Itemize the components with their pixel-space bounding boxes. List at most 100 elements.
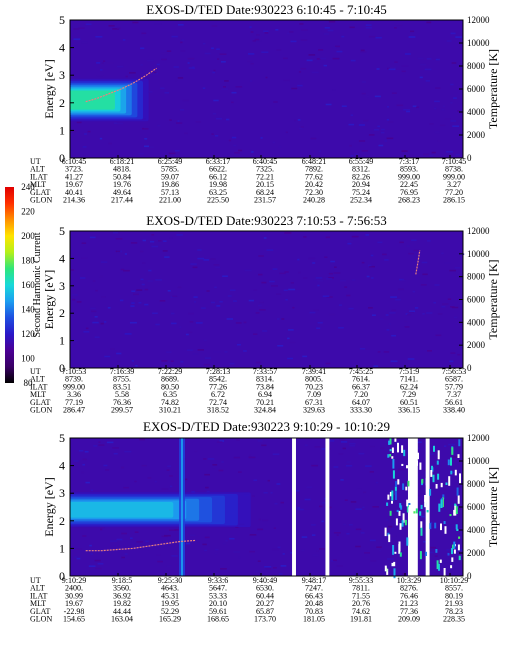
heatmap-cell — [368, 35, 376, 38]
heatmap-cell — [340, 279, 346, 282]
heatmap-speckle — [448, 476, 451, 486]
heatmap-speckle — [419, 551, 422, 560]
heatmap-speckle — [429, 523, 432, 530]
heatmap-cell — [303, 236, 307, 238]
heatmap-cell — [351, 235, 359, 238]
heatmap-cell — [90, 489, 94, 492]
y-tick-label-left: 5 — [59, 431, 65, 445]
heatmap-cell — [370, 560, 377, 562]
heatmap-cell — [81, 471, 85, 474]
heatmap-cell — [157, 124, 161, 127]
heatmap-cell — [265, 567, 271, 570]
heatmap-cell — [142, 127, 149, 130]
heatmap-cell — [84, 133, 87, 135]
heatmap-speckle — [451, 447, 454, 455]
heatmap-speckle — [440, 499, 443, 508]
heatmap-cell — [130, 242, 138, 244]
heatmap-cell — [192, 266, 198, 269]
heatmap-cell — [213, 99, 219, 102]
orbit-table-cell: 228.35 — [443, 615, 465, 624]
heatmap-speckle — [439, 559, 442, 563]
orbit-table-cell: 36.92 — [113, 591, 131, 600]
orbit-table-cell: 8542. — [209, 375, 227, 384]
heatmap-cell — [378, 144, 384, 147]
heatmap-cell — [116, 538, 123, 541]
heatmap-cell — [326, 296, 333, 298]
orbit-table-cell: 154.65 — [63, 615, 85, 624]
heatmap-speckle — [392, 459, 395, 469]
heatmap-cell — [203, 259, 210, 261]
heatmap-speckle — [421, 478, 424, 484]
heatmap-cell — [340, 441, 348, 443]
heatmap-cell — [280, 501, 284, 504]
heatmap-cell — [164, 256, 170, 258]
orbit-table-cell: 217.44 — [111, 196, 133, 205]
heatmap-cell — [197, 349, 204, 351]
heatmap-cell — [306, 59, 313, 62]
heatmap-cell — [399, 278, 404, 281]
colorbar-tick-label: 100 — [21, 354, 35, 364]
heatmap-cell — [136, 289, 143, 291]
heatmap-cell — [213, 69, 216, 72]
heatmap-cell — [454, 267, 461, 269]
heatmap-cell — [402, 279, 406, 282]
heatmap-cell — [294, 490, 300, 492]
heatmap-cell — [215, 117, 223, 120]
heatmap-cell — [192, 67, 195, 70]
data-gap — [325, 438, 330, 576]
heatmap-cell — [263, 30, 269, 32]
orbit-table-cell: 70.21 — [256, 398, 274, 407]
orbit-table-cell: 7.29 — [402, 390, 416, 399]
orbit-row-label: GLON — [30, 196, 52, 205]
y-tick-label-left: 5 — [59, 224, 65, 238]
heatmap-cell — [274, 502, 278, 505]
orbit-table-cell: 76.36 — [113, 398, 131, 407]
heatmap-speckle — [393, 561, 396, 567]
orbit-table-cell: 8755. — [113, 375, 131, 384]
orbit-table-cell: 77.62 — [305, 172, 323, 181]
y-axis-label-left: Energy [eV] — [42, 270, 56, 329]
heatmap-cell — [186, 349, 193, 351]
heatmap-cell — [248, 149, 252, 152]
heatmap-cell — [285, 298, 288, 301]
heatmap-cell — [269, 280, 275, 283]
orbit-table-cell: 286.47 — [63, 406, 85, 415]
heatmap-speckle — [387, 454, 390, 458]
orbit-table-cell: 310.21 — [159, 406, 181, 415]
heatmap-cell — [317, 321, 323, 324]
heatmap-cell — [388, 518, 395, 521]
heatmap-cell — [185, 333, 189, 336]
heatmap-cell — [171, 35, 178, 38]
heatmap-cell — [154, 23, 162, 25]
heatmap-cell — [177, 24, 184, 26]
orbit-table-cell: 268.23 — [398, 196, 420, 205]
heatmap-cell — [434, 100, 440, 103]
heatmap-cell — [76, 557, 81, 560]
heatmap-cell — [205, 486, 209, 489]
heatmap-cell — [289, 341, 296, 344]
orbit-table-cell: 40.41 — [65, 188, 83, 197]
orbit-table-cell: 78.23 — [445, 607, 463, 616]
heatmap-cell — [287, 32, 290, 35]
heatmap-cell — [113, 452, 118, 455]
heatmap-cell — [124, 553, 128, 555]
heatmap-cell — [362, 506, 365, 509]
heatmap-cell — [144, 288, 149, 291]
heatmap-cell — [104, 355, 111, 358]
heatmap-cell — [288, 288, 296, 291]
heatmap-cell — [355, 528, 362, 531]
heatmap-cell — [233, 300, 237, 302]
orbit-table-cell: 225.50 — [207, 196, 229, 205]
heatmap-cell — [387, 565, 394, 567]
orbit-table-cell: 20.10 — [209, 599, 227, 608]
heatmap-cell — [350, 114, 354, 116]
heatmap-cell — [349, 26, 355, 29]
heatmap-cell — [249, 550, 255, 553]
heatmap-cell — [452, 456, 458, 458]
panel-3: EXOS-D/TED Date:930223 9:10:29 - 10:10:2… — [30, 419, 500, 624]
orbit-table-cell: 73.84 — [256, 382, 274, 391]
heatmap-cell — [282, 553, 285, 555]
heatmap-cell — [132, 21, 139, 24]
heatmap-cell — [97, 563, 104, 565]
heatmap-cell — [339, 438, 345, 441]
